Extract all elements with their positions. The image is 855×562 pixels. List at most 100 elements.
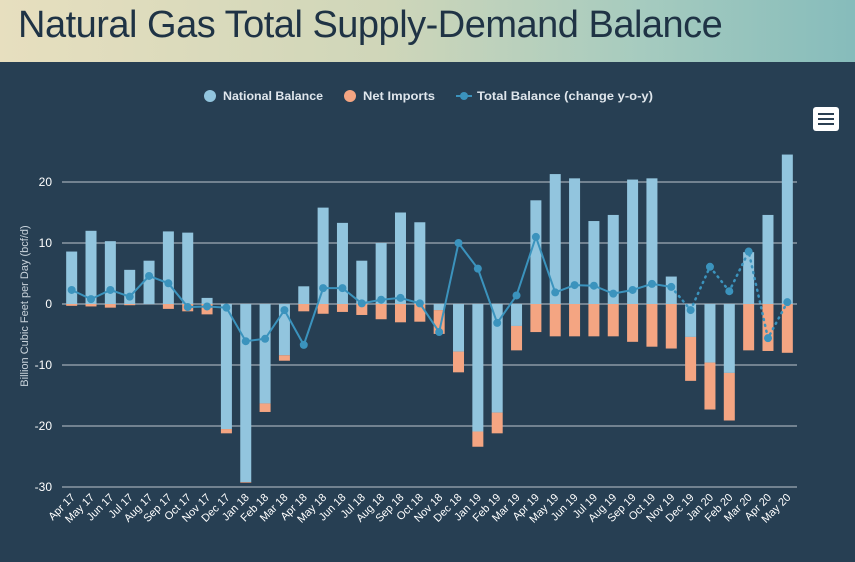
national-balance-bar — [588, 221, 600, 304]
net-imports-bar — [124, 304, 136, 306]
y-tick-label: 10 — [39, 236, 53, 250]
net-imports-bar — [394, 304, 406, 323]
net-imports-bar — [704, 362, 716, 410]
net-imports-bar — [414, 304, 426, 322]
national-balance-bar — [472, 304, 484, 432]
net-imports-bar — [85, 304, 97, 307]
total-balance-point — [299, 340, 308, 349]
total-balance-line — [67, 232, 792, 349]
legend-item[interactable]: Net Imports — [344, 89, 435, 103]
national-balance-bar — [511, 304, 523, 326]
national-balance-bar — [685, 304, 697, 337]
legend-label: Net Imports — [363, 89, 435, 103]
national-balance-bar — [182, 232, 194, 304]
net-imports-bar — [336, 304, 348, 312]
national-balance-bar — [278, 304, 290, 356]
y-axis-title: Billion Cubic Feet per Day (bcf/d) — [19, 225, 31, 386]
national-balance-bar — [201, 297, 213, 304]
header-banner: Natural Gas Total Supply-Demand Balance — [0, 0, 855, 62]
total-balance-point — [589, 281, 598, 290]
hamburger-menu-icon[interactable] — [813, 107, 839, 131]
legend-item[interactable]: Total Balance (change y-o-y) — [456, 89, 653, 103]
national-balance-bar — [375, 243, 387, 304]
national-balance-bar — [143, 260, 155, 304]
net-imports-bar — [530, 304, 542, 333]
national-balance-bar — [317, 207, 329, 304]
national-balance-bar — [356, 260, 368, 304]
national-balance-bar — [104, 241, 116, 304]
total-balance-point — [319, 284, 328, 293]
total-balance-point — [435, 328, 444, 337]
net-imports-bar — [723, 372, 735, 421]
net-imports-bar — [762, 304, 774, 351]
total-balance-point — [222, 303, 231, 312]
national-balance-bar — [627, 179, 639, 304]
national-balance-bar — [433, 304, 445, 311]
national-balance-bar — [743, 252, 755, 304]
total-balance-point — [647, 279, 656, 288]
total-balance-point — [145, 271, 154, 280]
y-axis-labels: -30 -20 -10 0 10 20 Billion Cubic Feet per Day… — [19, 175, 52, 494]
net-imports-bar — [607, 304, 619, 337]
legend-symbol — [204, 90, 216, 102]
national-balance-bar — [414, 222, 426, 304]
national-balance-bar — [220, 304, 232, 430]
net-imports-bar — [569, 304, 581, 337]
total-balance-point — [241, 337, 250, 346]
total-balance-point — [415, 299, 424, 308]
net-imports-bar — [588, 304, 600, 337]
total-balance-point — [261, 334, 270, 343]
national-balance-bar — [66, 251, 78, 304]
national-balance-bar — [259, 304, 271, 404]
total-balance-point — [705, 262, 714, 271]
chart: National Balance Net Imports Total Balance… — [19, 89, 797, 526]
legend-symbol — [344, 90, 356, 102]
total-balance-point — [183, 303, 192, 312]
total-balance-point — [783, 298, 792, 307]
total-balance-point — [473, 264, 482, 273]
net-imports-bar — [511, 325, 523, 351]
legend-item[interactable]: National Balance — [204, 89, 323, 103]
net-imports-bar — [278, 355, 290, 361]
y-tick-label: 0 — [45, 297, 52, 311]
total-balance-point — [686, 306, 695, 315]
legend-label: Total Balance (change y-o-y) — [477, 89, 653, 103]
net-imports-bar — [240, 482, 252, 483]
y-tick-label: 20 — [39, 175, 53, 189]
y-tick-label: -20 — [35, 419, 53, 433]
legend-label: National Balance — [223, 89, 323, 103]
bars — [66, 154, 793, 483]
net-imports-bar — [549, 304, 561, 337]
page-title: Natural Gas Total Supply-Demand Balance — [18, 4, 723, 46]
total-balance-point — [531, 232, 540, 241]
national-balance-bar — [124, 269, 136, 304]
total-balance-point — [570, 281, 579, 290]
total-balance-point — [396, 293, 405, 302]
net-imports-bar — [220, 429, 232, 434]
national-balance-bar — [453, 304, 465, 352]
national-balance-bar — [704, 304, 716, 363]
national-balance-bar — [298, 286, 310, 304]
total-balance-point — [338, 284, 347, 293]
total-balance-point — [203, 302, 212, 311]
national-balance-bar — [723, 304, 735, 373]
net-imports-bar — [743, 304, 755, 351]
total-balance-point — [512, 291, 521, 300]
national-balance-bar — [240, 304, 252, 483]
national-balance-bar — [491, 304, 503, 413]
total-balance-point — [164, 279, 173, 288]
national-balance-bar — [162, 231, 174, 304]
national-balance-bar — [781, 154, 793, 304]
national-balance-bar — [569, 178, 581, 304]
net-imports-bar — [665, 304, 677, 349]
net-imports-bar — [66, 304, 78, 306]
net-imports-bar — [685, 336, 697, 381]
total-balance-point — [67, 285, 76, 294]
net-imports-bar — [627, 304, 639, 342]
national-balance-bar — [549, 174, 561, 304]
national-balance-bar — [762, 214, 774, 304]
net-imports-bar — [104, 304, 116, 308]
national-balance-bar — [607, 214, 619, 304]
net-imports-bar — [259, 403, 271, 412]
